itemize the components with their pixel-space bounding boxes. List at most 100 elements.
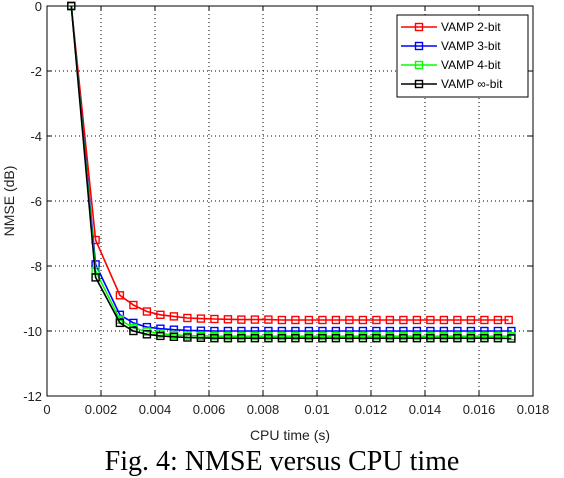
data-point [183,333,192,342]
x-tick-label: 0 [43,402,50,417]
data-point [91,273,100,282]
data-point [480,315,489,325]
legend-marker [414,41,424,51]
nmse-chart: 0 0.002 0.004 0.006 0.008 0.01 0.012 0.014 0.016… [1,0,549,443]
x-tick-label: 0.016 [463,402,496,417]
data-point [504,315,513,325]
data-point [264,334,273,343]
x-tick-label: 0.002 [85,402,118,417]
x-tick-label: 0.004 [139,402,172,417]
data-point [399,315,408,325]
y-tick-label: -4 [30,129,42,144]
y-axis-label: NMSE (dB) [1,166,17,237]
data-point [223,334,233,343]
series-line [70,5,509,321]
data-point [237,315,246,324]
legend: VAMP 2-bit VAMP 3-bit VAMP 4-bit VAMP ∞-bit [396,14,529,98]
legend-label: VAMP ∞-bit [441,77,503,91]
x-tick-label: 0.018 [517,402,550,417]
legend-marker [414,79,424,89]
legend-label: VAMP 3-bit [441,39,501,53]
data-point [453,315,462,325]
data-point [129,318,138,328]
data-point [426,334,435,343]
data-point [439,334,449,343]
data-point [250,334,260,343]
data-point [115,291,125,300]
data-point [372,315,381,325]
data-point [210,334,219,343]
data-point [169,332,179,341]
y-tick-label: -10 [23,324,42,339]
series-line [70,5,512,332]
data-point [156,331,165,341]
y-tick-label: -6 [30,194,42,209]
series-line [70,5,512,338]
series-1 [67,1,513,325]
data-point [439,315,449,325]
data-point [358,315,368,325]
x-tick-label: 0.01 [304,402,329,417]
y-tick-label: -12 [23,389,42,404]
legend-item: VAMP 4-bit [401,58,501,72]
data-point [196,314,206,323]
x-tick-label: 0.014 [409,402,442,417]
x-tick-label: 0.006 [193,402,226,417]
data-point [372,334,381,343]
y-tick-label: 0 [35,0,42,14]
legend-label: VAMP 4-bit [441,58,501,72]
data-point [156,310,165,319]
data-point [345,315,354,325]
data-point [318,315,327,325]
data-point [237,334,246,343]
x-tick-label: 0.012 [355,402,388,417]
data-point [385,315,395,325]
data-point [412,315,422,325]
legend-item: VAMP 2-bit [401,20,501,34]
y-tick-label: -2 [30,64,42,79]
data-point [169,312,179,321]
data-point [291,315,300,325]
data-point [385,334,395,343]
data-point [331,315,341,325]
data-point [129,326,138,336]
data-point [183,313,192,323]
data-point [466,334,476,343]
data-point [129,300,138,310]
data-point [358,334,368,343]
data-point [210,314,219,324]
y-tick-label: -8 [30,259,42,274]
x-axis-label: CPU time (s) [250,427,330,443]
data-point [318,334,327,343]
data-point [493,334,503,343]
data-point [480,334,489,343]
tick-layer: 0 0.002 0.004 0.006 0.008 0.01 0.012 0.014 0.016… [23,0,549,417]
legend-item: VAMP ∞-bit [401,77,503,91]
data-point [291,334,300,343]
data-point [277,334,287,343]
legend-marker [414,60,424,70]
data-point [493,315,503,325]
data-point [142,330,152,339]
legend-marker [414,22,424,32]
data-point [250,315,260,324]
figure-caption: Fig. 4: NMSE versus CPU time [104,446,460,477]
data-point [331,334,341,343]
data-point [453,334,462,343]
data-point [345,334,354,343]
legend-label: VAMP 2-bit [441,20,501,34]
x-tick-label: 0.008 [247,402,280,417]
data-point [412,334,422,343]
data-point [304,334,314,343]
data-point [399,334,408,343]
data-point [426,315,435,325]
data-point [115,318,125,328]
series-layer [67,1,516,343]
data-point [142,307,152,316]
data-point [223,315,233,324]
series-line [70,5,512,340]
data-point [304,315,314,325]
data-point [466,315,476,325]
data-point [507,334,516,343]
data-point [264,315,273,324]
